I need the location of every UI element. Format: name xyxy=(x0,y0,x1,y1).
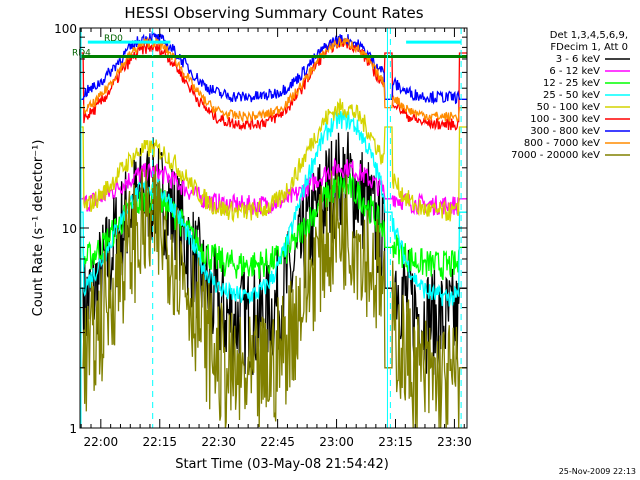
x-tick-label: 22:00 xyxy=(84,435,119,449)
x-tick-label: 22:30 xyxy=(201,435,236,449)
x-tick-label: 22:45 xyxy=(260,435,295,449)
x-axis-label: Start Time (03-May-08 21:54:42) xyxy=(175,457,389,472)
x-tick-label: 23:00 xyxy=(319,435,354,449)
footer-date: 25-Nov-2009 22:13 xyxy=(559,467,636,476)
x-tick-label: 23:15 xyxy=(378,435,413,449)
series-line-4 xyxy=(80,110,467,307)
legend-entry-label: 25 - 50 keV xyxy=(543,90,600,101)
series-line-8 xyxy=(80,36,467,124)
y-tick-label: 10 xyxy=(62,222,77,236)
series-line-5 xyxy=(80,98,467,223)
x-tick-label: 23:30 xyxy=(437,435,472,449)
reference-label-rd0: RD0 xyxy=(104,34,123,44)
legend: Det 1,3,4,5,6,9,FDecim 1, Att 03 - 6 keV… xyxy=(511,30,630,161)
legend-entry-label: 800 - 7000 keV xyxy=(524,138,600,149)
legend-entry-label: 100 - 300 keV xyxy=(530,114,600,125)
legend-entry-label: 3 - 6 keV xyxy=(556,54,600,65)
legend-entry-label: 50 - 100 keV xyxy=(537,102,601,113)
legend-entry-label: 300 - 800 keV xyxy=(530,126,600,137)
axes: 1 10 100 22:00 22:15 22:30 22:45 23:00 23:15 23:3… xyxy=(54,22,472,449)
series-line-6 xyxy=(80,36,467,132)
x-tick-label: 22:15 xyxy=(142,435,177,449)
legend-entry-label: 6 - 12 keV xyxy=(549,66,600,77)
y-tick-label: 1 xyxy=(69,422,77,436)
series-line-9 xyxy=(80,165,467,429)
series-line-2 xyxy=(80,157,467,216)
legend-entry-label: 7000 - 20000 keV xyxy=(511,150,600,161)
legend-entry-label: 12 - 25 keV xyxy=(543,78,600,89)
plot-area: RD0 RD4 xyxy=(72,28,467,429)
legend-header-line: Det 1,3,4,5,6,9, xyxy=(550,30,628,41)
y-tick-label: 100 xyxy=(54,22,77,36)
legend-header-line: FDecim 1, Att 0 xyxy=(550,42,628,53)
y-axis-label: Count Rate (s⁻¹ detector⁻¹) xyxy=(31,140,46,317)
chart-title: HESSI Observing Summary Count Rates xyxy=(124,4,423,22)
reference-label-rd4: RD4 xyxy=(72,49,91,59)
series-line-3 xyxy=(80,172,467,281)
